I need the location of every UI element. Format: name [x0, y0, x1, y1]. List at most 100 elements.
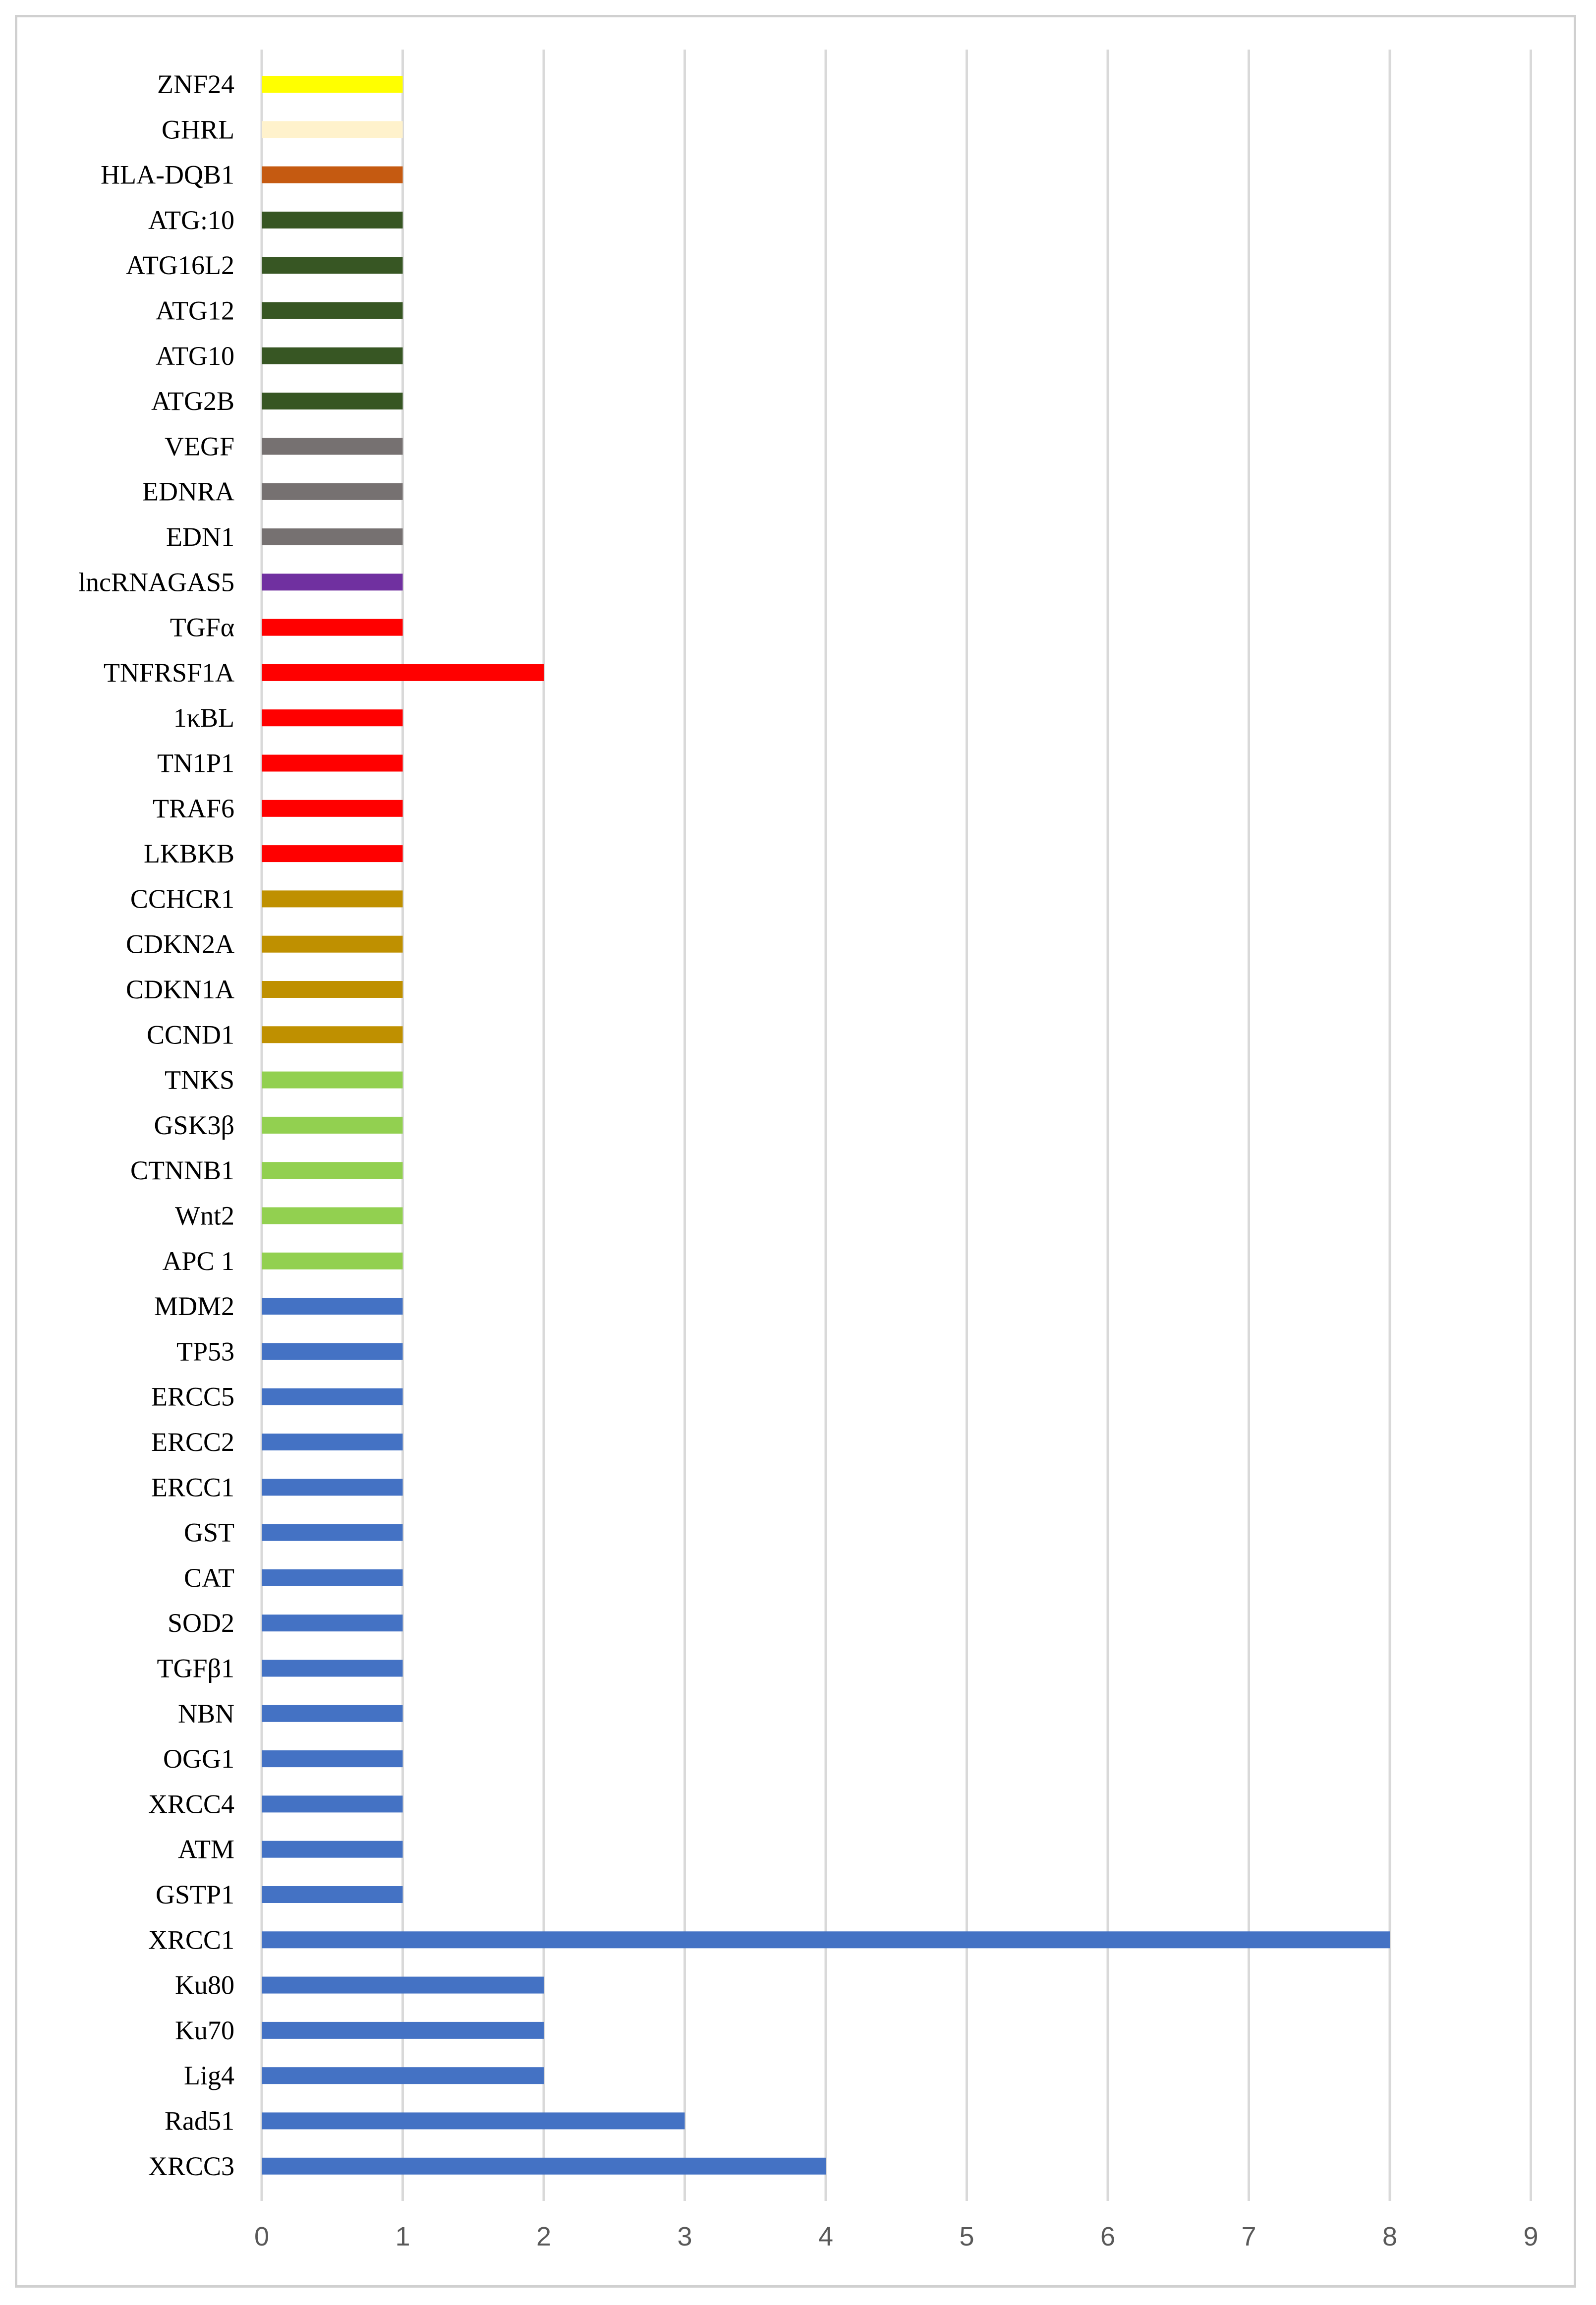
- category-label: CCND1: [147, 1020, 234, 1049]
- bar-XRCC1: [262, 1931, 1390, 1949]
- category-label: CDKN2A: [126, 929, 234, 959]
- category-label: ZNF24: [157, 69, 234, 99]
- category-label: ATG10: [156, 341, 234, 371]
- category-labels: ZNF24 GHRL HLA-DQB1 ATG:10 ATG16L2 ATG12 ATG10…: [78, 69, 234, 2181]
- bar-ERCC5: [262, 1388, 403, 1405]
- category-label: TRAF6: [153, 794, 234, 823]
- category-label: ATG2B: [151, 386, 234, 416]
- bar-TP53: [262, 1343, 403, 1360]
- bar-ATM: [262, 1841, 403, 1858]
- x-tick-label: 7: [1241, 2222, 1256, 2251]
- bar-TGFα: [262, 619, 403, 636]
- bar-ZNF24: [262, 76, 403, 93]
- x-tick-label: 4: [818, 2222, 833, 2251]
- bar-TNKS: [262, 1071, 403, 1089]
- bar-Rad51: [262, 2112, 685, 2130]
- bar-TNFRSF1A: [262, 664, 544, 681]
- category-label: TGFα: [170, 613, 234, 642]
- bar-OGG1: [262, 1750, 403, 1768]
- x-tick-label: 0: [254, 2222, 269, 2251]
- category-label: 1κBL: [173, 703, 234, 733]
- bar-XRCC4: [262, 1795, 403, 1813]
- category-label: XRCC4: [148, 1789, 234, 1819]
- bar-TGFβ1: [262, 1660, 403, 1677]
- bar-EDN1: [262, 528, 403, 545]
- bar-Lig4: [262, 2067, 544, 2084]
- category-label: EDNRA: [142, 477, 234, 507]
- bar-GHRL: [262, 121, 403, 138]
- category-label: TNFRSF1A: [104, 658, 234, 688]
- x-tick-label: 9: [1523, 2222, 1538, 2251]
- bar-TRAF6: [262, 800, 403, 817]
- x-tick-label: 6: [1100, 2222, 1115, 2251]
- category-label: HLA-DQB1: [101, 160, 234, 190]
- category-label: SOD2: [168, 1608, 234, 1638]
- category-label: ATM: [178, 1835, 234, 1864]
- category-label: CDKN1A: [126, 975, 234, 1004]
- bar-APC 1: [262, 1252, 403, 1269]
- category-label: TGFβ1: [157, 1654, 235, 1683]
- bar-Ku80: [262, 1976, 544, 1994]
- bar-TN1P1: [262, 754, 403, 772]
- category-label: ATG12: [156, 296, 234, 326]
- bar-HLA-DQB1: [262, 166, 403, 183]
- x-tick-label: 5: [959, 2222, 974, 2251]
- bar-ATG2B: [262, 393, 403, 410]
- bar-Wnt2: [262, 1207, 403, 1224]
- bar-1κBL: [262, 709, 403, 727]
- gridlines: [260, 50, 1532, 2201]
- category-label: CCHCR1: [130, 884, 234, 914]
- bar-CAT: [262, 1569, 403, 1586]
- category-label: ERCC5: [151, 1382, 234, 1412]
- bar-ERCC1: [262, 1479, 403, 1496]
- category-label: OGG1: [163, 1744, 234, 1774]
- category-label: Rad51: [165, 2106, 234, 2136]
- category-label: CAT: [184, 1563, 234, 1593]
- category-label: Ku80: [175, 1970, 234, 2000]
- category-label: Ku70: [175, 2016, 234, 2045]
- category-label: XRCC3: [148, 2151, 234, 2181]
- bar-CDKN1A: [262, 981, 403, 998]
- bar-GST: [262, 1524, 403, 1541]
- category-label: GSK3β: [154, 1110, 234, 1140]
- x-tick-labels: 0 1 2 3 4 5 6 7 8 9: [254, 2222, 1539, 2251]
- bar-ATG:10: [262, 211, 403, 229]
- bar-NBN: [262, 1705, 403, 1722]
- bar-CDKN2A: [262, 935, 403, 953]
- bar-GSTP1: [262, 1886, 403, 1903]
- bar-VEGF: [262, 438, 403, 455]
- bar-ATG16L2: [262, 257, 403, 274]
- x-tick-label: 3: [677, 2222, 692, 2251]
- category-label: GST: [184, 1518, 234, 1548]
- category-label: ERCC1: [151, 1472, 234, 1502]
- category-label: GHRL: [162, 115, 234, 144]
- bar-ATG12: [262, 302, 403, 319]
- bar-SOD2: [262, 1614, 403, 1632]
- category-label: GSTP1: [156, 1880, 234, 1909]
- category-label: Wnt2: [175, 1201, 234, 1231]
- bar-LKBKB: [262, 845, 403, 863]
- category-label: MDM2: [154, 1291, 234, 1321]
- category-label: NBN: [178, 1699, 234, 1729]
- category-label: VEGF: [165, 431, 234, 461]
- bar-CCND1: [262, 1026, 403, 1043]
- bar-ERCC2: [262, 1434, 403, 1450]
- category-label: APC 1: [162, 1246, 234, 1276]
- category-label: CTNNB1: [130, 1155, 234, 1185]
- category-label: ATG:10: [148, 205, 234, 235]
- x-tick-label: 8: [1382, 2222, 1397, 2251]
- category-label: ERCC2: [151, 1427, 234, 1457]
- bar-XRCC3: [262, 2157, 826, 2175]
- bar-ATG10: [262, 347, 403, 364]
- category-label: TNKS: [165, 1065, 234, 1095]
- bar-Ku70: [262, 2021, 544, 2039]
- category-label: EDN1: [166, 522, 234, 552]
- bar-EDNRA: [262, 483, 403, 500]
- x-tick-label: 2: [536, 2222, 551, 2251]
- bar-MDM2: [262, 1298, 403, 1315]
- category-label: TN1P1: [157, 749, 234, 778]
- category-label: lncRNAGAS5: [78, 567, 234, 597]
- bars: [262, 76, 1390, 2175]
- x-tick-label: 1: [395, 2222, 410, 2251]
- bar-CTNNB1: [262, 1162, 403, 1179]
